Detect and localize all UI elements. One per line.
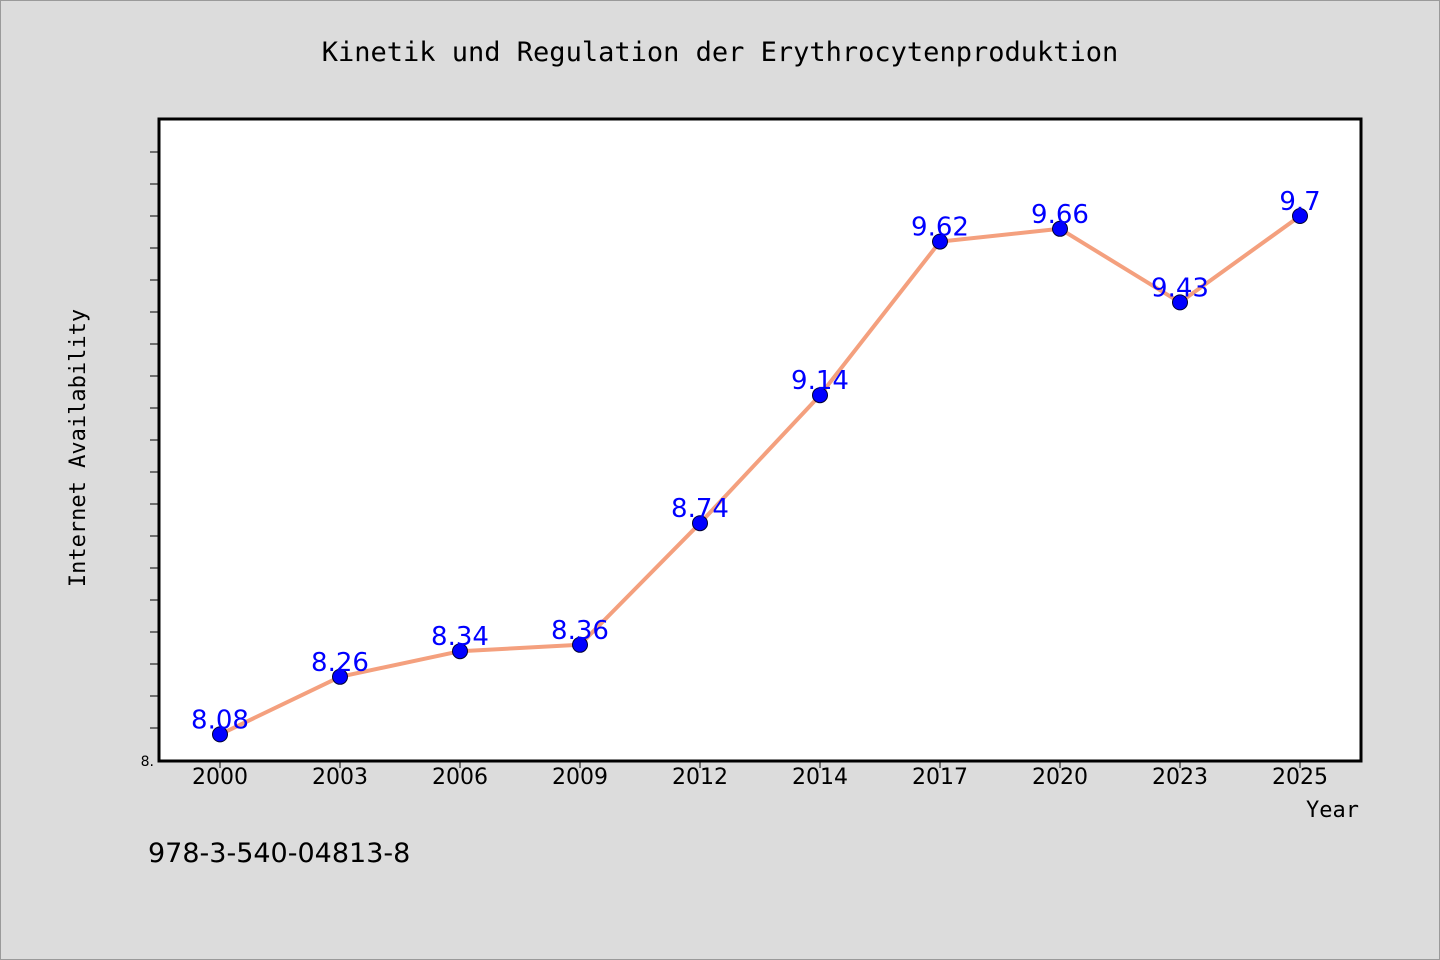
x-tick-label: 2009 [552, 765, 608, 790]
x-tick-label: 2023 [1152, 765, 1208, 790]
data-point [932, 233, 948, 250]
data-label: 9.66 [1031, 200, 1089, 230]
data-label: 9.7 [1279, 187, 1320, 217]
data-label: 9.14 [791, 366, 849, 396]
chart-title: Kinetik und Regulation der Erythrocytenp… [322, 37, 1119, 68]
x-tick-label: 2020 [1032, 765, 1088, 790]
data-point [332, 668, 348, 685]
y-axis-label: Internet Availability [66, 309, 91, 587]
data-label: 9.43 [1151, 273, 1209, 303]
data-label: 8.74 [671, 494, 729, 524]
data-point [572, 636, 588, 653]
data-label: 8.34 [431, 622, 489, 652]
plot-area [157, 117, 1363, 763]
series-line [219, 214, 1302, 737]
data-label: 9.62 [911, 213, 969, 243]
data-point [1292, 208, 1308, 224]
x-tick-label: 2017 [912, 765, 968, 790]
x-axis-label: Year [1306, 798, 1359, 823]
data-point [812, 387, 828, 404]
data-point [1052, 220, 1068, 237]
data-point [452, 643, 468, 660]
y-tick-label: 8. [141, 754, 154, 770]
data-point [212, 726, 228, 743]
x-tick-label: 2025 [1272, 765, 1328, 790]
x-tick-label: 2000 [192, 765, 248, 790]
isbn-text: 978-3-540-04813-8 [148, 838, 410, 869]
x-tick-label: 2006 [432, 765, 488, 790]
data-label: 8.08 [191, 705, 249, 735]
data-label: 8.26 [311, 648, 369, 678]
x-tick-label: 2012 [672, 765, 728, 790]
x-axis-ticks: 2000 2003 2006 2009 2012 2014 2017 2020 2023 2025 [192, 760, 1328, 790]
data-point [1172, 294, 1188, 311]
data-point [692, 515, 708, 532]
series-line-group: 8.08 8.26 8.34 8.36 8.74 9.14 9.62 9.66 9.43 9.7 [191, 187, 1321, 743]
y-axis-ticks [150, 151, 160, 729]
x-tick-label: 2014 [792, 765, 848, 790]
data-label: 8.36 [551, 616, 609, 646]
x-tick-label: 2003 [312, 765, 368, 790]
